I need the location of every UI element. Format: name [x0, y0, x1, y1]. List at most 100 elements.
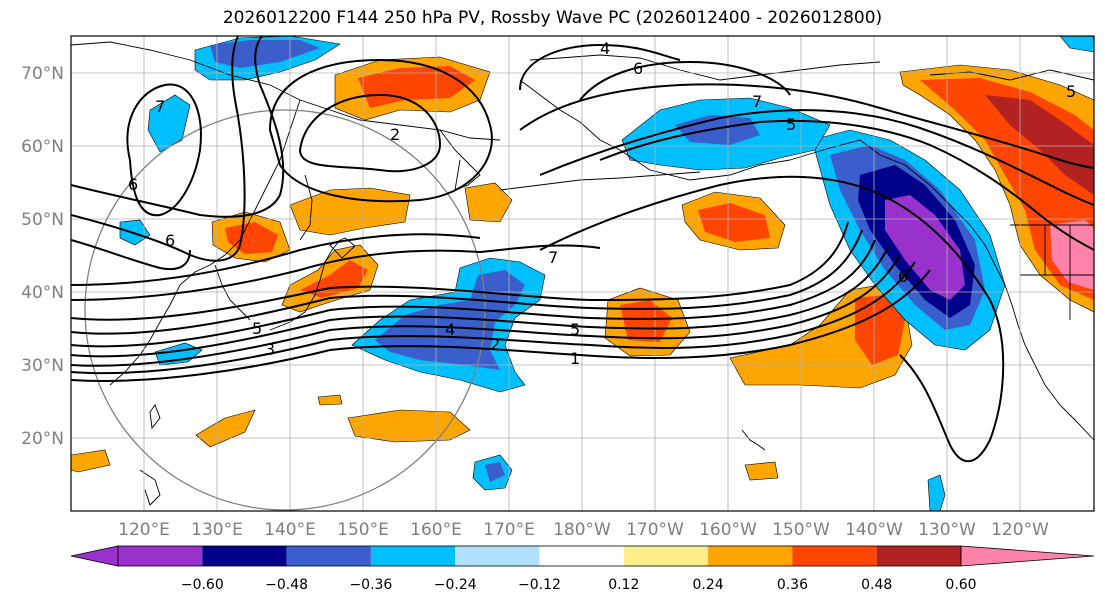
contour-label: 4: [600, 39, 610, 58]
colorbar-tick-label: 0.12: [608, 577, 639, 593]
contour-north-2: [519, 43, 681, 91]
contour-loop-west: [298, 93, 442, 173]
anomaly-gulf-alaska-west-core: [698, 203, 770, 242]
coast-taiwan: [149, 404, 161, 430]
colorbar-tick-label: −0.48: [265, 577, 308, 593]
contour-ridge-ne: [599, 119, 1094, 251]
contour-3: [71, 254, 901, 367]
contour-6: [71, 229, 863, 335]
pv-negative-anomalies: [119, 36, 1094, 511]
contour-label: 5: [252, 319, 262, 338]
colorbar-segment: [623, 546, 709, 566]
contour-1: [71, 269, 931, 382]
coast-bc-canada: [984, 244, 1026, 346]
contour-wave-2: [71, 233, 481, 286]
coast-west-usa: [1024, 344, 1094, 441]
map-layers: 4 6 7 7 5 6 2 6 7 3 4 2 5 1 5 6 5: [71, 36, 1094, 511]
coast-hawaii: [741, 429, 766, 451]
anomaly-hawaii-north: [744, 461, 779, 481]
colorbar-extend-low: [70, 545, 119, 567]
anomaly-north-asia-core: [210, 40, 320, 68]
anomaly-hawaii-south: [927, 474, 946, 511]
contour-west-trough: [71, 36, 285, 218]
lon-label: 150°E: [337, 520, 389, 540]
anomaly-kuril: [464, 182, 513, 223]
lon-label: 160°E: [410, 520, 462, 540]
contour-label: 6: [165, 231, 175, 250]
colorbar-segment: [455, 546, 540, 566]
contour-4: [71, 247, 889, 358]
contour-loop-west-2: [268, 58, 493, 203]
coast-alaska-gulf: [789, 139, 986, 246]
lat-label: 50°N: [21, 210, 64, 230]
anomaly-northeast-corner: [1059, 36, 1094, 53]
colorbar-segment: [708, 546, 793, 566]
colorbar-tick-label: 0.24: [693, 577, 724, 593]
contour-trough-east: [539, 175, 1005, 463]
longitude-labels: 120°E 130°E 140°E 150°E 160°E 170°E 180°…: [118, 520, 1049, 540]
colorbar-ticks: −0.60 −0.48 −0.36 −0.24 −0.12 0.12 0.24 …: [181, 577, 977, 593]
lon-label: 180°W: [553, 520, 611, 540]
anomaly-south-pacific: [347, 409, 471, 443]
contour-label: 7: [752, 92, 762, 111]
contour-label: 7: [155, 97, 165, 116]
lon-label: 170°E: [483, 520, 535, 540]
contour-ridge-ne-2: [539, 109, 1094, 206]
contour-5: [71, 239, 876, 348]
contour-label: 7: [548, 248, 558, 267]
anomaly-asia-mainland-core: [225, 222, 278, 254]
colorbar-tick-label: −0.12: [518, 577, 561, 593]
lon-label: 120°E: [118, 520, 170, 540]
colorbar-segment: [792, 546, 877, 566]
pv-contours: [71, 36, 1094, 463]
lon-label: 140°E: [264, 520, 316, 540]
colorbar-tick-label: 0.60: [945, 577, 976, 593]
contour-2: [71, 261, 916, 375]
contour-north-1: [579, 60, 791, 101]
coast-japan: [269, 239, 341, 331]
colorbar-tick-label: −0.24: [434, 577, 477, 593]
colorbar-segment: [118, 546, 203, 566]
contour-label: 2: [490, 335, 500, 354]
lat-label: 20°N: [21, 429, 64, 449]
latitude-labels: 70°N 60°N 50°N 40°N 30°N 20°N: [21, 64, 64, 449]
contour-west-loop: [126, 83, 202, 217]
contour-label: 1: [570, 349, 580, 368]
lat-label: 30°N: [21, 356, 64, 376]
lon-label: 130°W: [918, 520, 976, 540]
colorbar-segment: [876, 546, 961, 566]
coast-alaska-west: [519, 79, 791, 181]
contour-wave-1: [71, 244, 601, 301]
lon-label: 130°E: [191, 520, 243, 540]
lon-label: 120°W: [991, 520, 1049, 540]
coast-okhotsk: [249, 99, 301, 221]
anomaly-east-pacific-sub-core: [855, 295, 905, 365]
lon-label: 140°W: [845, 520, 903, 540]
anomaly-alaska-gulf-core: [885, 195, 965, 300]
lat-label: 60°N: [21, 137, 64, 157]
anomaly-coast-dark: [985, 95, 1094, 195]
contour-label: 6: [633, 59, 643, 78]
contour-label: 3: [265, 340, 275, 359]
colorbar-tick-label: −0.36: [349, 577, 392, 593]
lon-label: 170°W: [626, 520, 684, 540]
colorbar-extend-high: [960, 545, 1095, 567]
contour-label: 6: [128, 175, 138, 194]
anomaly-bering-core: [675, 115, 760, 145]
coast-korea: [214, 264, 251, 321]
lat-label: 40°N: [21, 283, 64, 303]
lon-label: 160°W: [699, 520, 757, 540]
anomaly-coast-pink: [1050, 220, 1094, 290]
contour-7: [71, 221, 849, 321]
colorbar-segment: [539, 546, 624, 566]
coast-korea-china: [109, 219, 251, 386]
contour-ridge-ne-3: [519, 83, 1094, 169]
anomaly-subtropic-jet-core: [375, 270, 525, 370]
anomaly-south-west-2: [71, 449, 111, 473]
anomaly-dateline-north-core: [358, 66, 475, 108]
contour-west-trough-2: [71, 36, 246, 262]
colorbar-tick-label: −0.60: [181, 577, 224, 593]
contour-label: 5: [1066, 82, 1076, 101]
colorbar-tick-label: 0.36: [777, 577, 808, 593]
colorbar: −0.60 −0.48 −0.36 −0.24 −0.12 0.12 0.24 …: [70, 545, 1095, 593]
